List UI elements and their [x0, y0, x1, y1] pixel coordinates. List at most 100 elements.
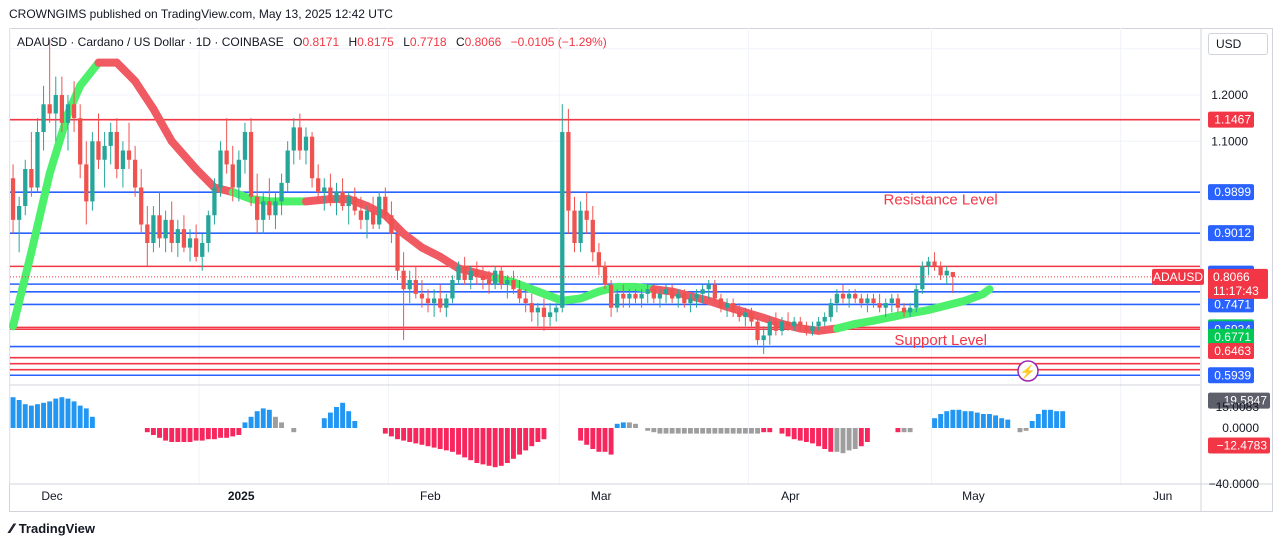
candle-body [602, 266, 608, 285]
price-level-badge-bg [1208, 367, 1254, 384]
oscillator-bar [742, 428, 748, 434]
oscillator-bar [797, 428, 803, 441]
oscillator-bar [77, 405, 83, 428]
oscillator-bar [718, 428, 724, 434]
oscillator-bar [987, 414, 992, 428]
candle [334, 182, 339, 216]
candle-body [810, 326, 815, 331]
price-level-badge-bg [1208, 328, 1254, 345]
oscillator-bar [974, 412, 980, 428]
candle [822, 312, 827, 327]
candle [731, 298, 736, 317]
candle-body [200, 242, 205, 257]
candle-body [840, 293, 846, 299]
candle-body [10, 178, 16, 220]
currency-selector[interactable]: USD [1208, 33, 1268, 55]
oscillator-bar [437, 428, 443, 449]
candle-body [535, 307, 541, 313]
candle [578, 201, 583, 253]
candle-body [90, 141, 95, 202]
price-level-badge-text: 0.6771 [1214, 330, 1251, 344]
candle-body [480, 275, 486, 280]
candle-body [694, 293, 699, 299]
candle-body [615, 293, 620, 308]
oscillator-bar [1060, 411, 1066, 428]
candle-body [230, 164, 235, 188]
candle [468, 266, 473, 290]
candle [438, 284, 443, 313]
price-level-badge-text: 0.9012 [1214, 226, 1251, 240]
candle-body [297, 127, 303, 151]
candle [511, 270, 516, 294]
candle-body [218, 150, 223, 188]
candle-body [767, 321, 772, 336]
oscillator-bar [388, 428, 394, 437]
candle-body [486, 279, 492, 285]
oscillator-bar [224, 428, 230, 438]
candle-body [267, 201, 272, 216]
oscillator-bar [498, 428, 504, 466]
candle-body [474, 270, 479, 276]
oscillator-bar [761, 428, 767, 433]
oscillator-bar [352, 421, 358, 428]
candle-body [657, 293, 663, 299]
oscillator-bar [187, 428, 193, 442]
candle-body [529, 303, 534, 313]
candle [236, 150, 241, 202]
symbol-title[interactable]: ADAUSD · Cardano / US Dollar · 1D · COIN… [17, 35, 284, 49]
trend-ribbon-segment [27, 169, 54, 257]
oscillator-bar [736, 428, 742, 434]
candle [139, 169, 144, 234]
oscillator-bar [712, 428, 718, 434]
candle-body [792, 321, 797, 327]
candle [584, 192, 589, 234]
price-level-badge-bg [1208, 111, 1254, 128]
price-level-badge-bg [1208, 343, 1254, 360]
oscillator-bar [852, 428, 858, 449]
brand-name: TradingView [18, 520, 96, 536]
oscillator-bar [651, 428, 657, 433]
oscillator-bar [340, 402, 346, 428]
oscillator-bar [962, 411, 968, 428]
candle [566, 108, 571, 234]
candle [456, 261, 461, 285]
oscillator-bar [266, 409, 272, 428]
symbol-badge-text: ADAUSD [1153, 270, 1203, 284]
oscillator-bar [938, 414, 944, 428]
time-tick-label: Apr [781, 489, 800, 503]
candle [535, 303, 541, 327]
oscillator-bar [724, 428, 730, 434]
footer-brand[interactable]: ⁄⁄ TradingView [10, 520, 95, 536]
candle-body [102, 145, 107, 160]
candle [255, 173, 260, 234]
oscillator-bar [22, 404, 28, 428]
oscillator-bar [681, 428, 687, 434]
candle-body [163, 219, 168, 239]
candle-body [334, 192, 339, 202]
candle-body [499, 270, 504, 285]
oscillator-bar [523, 428, 529, 451]
candle-body [755, 321, 760, 341]
price-tick-label: 1.1000 [1211, 134, 1248, 148]
candle [798, 316, 803, 331]
candle [71, 81, 77, 133]
oscillator-bar [828, 428, 834, 452]
candle-body [346, 196, 351, 206]
candle-body [779, 321, 785, 331]
oscillator-bar [834, 428, 840, 452]
candle-body [132, 159, 138, 188]
candle [419, 279, 425, 308]
candle [785, 312, 791, 331]
oscillator-bar [205, 428, 211, 440]
candle [59, 76, 65, 133]
candle-body [65, 104, 71, 123]
candle [340, 178, 345, 211]
candle-body [456, 266, 461, 280]
candle [132, 145, 138, 197]
oscillator-bar [755, 428, 761, 434]
oscillator-bar [517, 428, 523, 455]
oscillator-bar [1023, 428, 1029, 431]
oscillator-bar [858, 428, 864, 447]
candle-body [627, 293, 632, 299]
